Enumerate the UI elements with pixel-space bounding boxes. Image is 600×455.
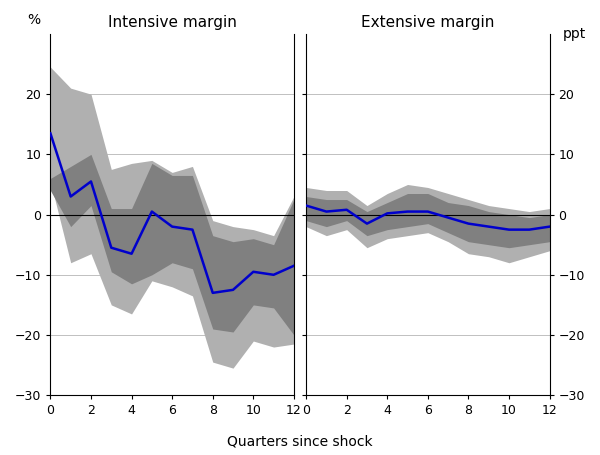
Text: Quarters since shock: Quarters since shock — [227, 435, 373, 449]
Title: Extensive margin: Extensive margin — [361, 15, 494, 30]
Y-axis label: ppt: ppt — [562, 27, 586, 40]
Y-axis label: %: % — [27, 13, 40, 27]
Title: Intensive margin: Intensive margin — [108, 15, 236, 30]
